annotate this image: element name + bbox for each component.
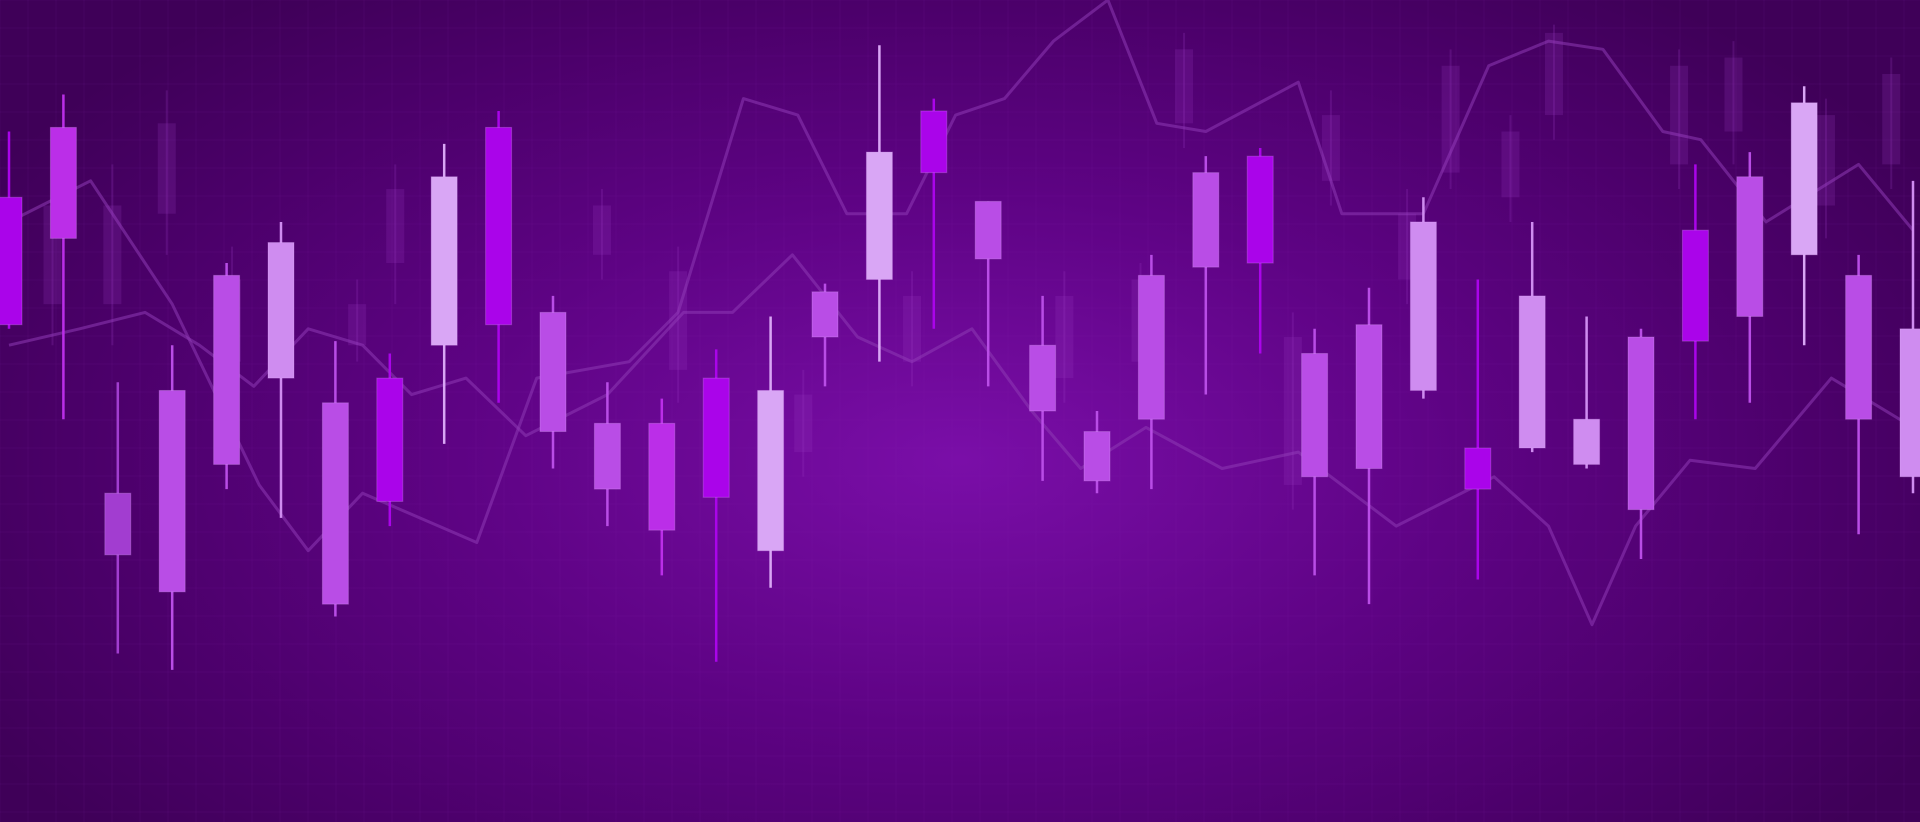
candle-body bbox=[811, 291, 839, 338]
candle-body bbox=[1518, 295, 1546, 449]
background-candle-body bbox=[1441, 65, 1460, 173]
candle-body bbox=[1899, 328, 1920, 478]
candle-body bbox=[1355, 324, 1383, 470]
background-candle-body bbox=[1724, 57, 1743, 132]
background-candle-body bbox=[669, 271, 688, 370]
candle-body bbox=[865, 151, 893, 280]
background-candle-body bbox=[1501, 131, 1520, 198]
background-candle-body bbox=[1882, 73, 1901, 165]
background-candles bbox=[43, 24, 1901, 510]
candle-body bbox=[267, 241, 295, 379]
candle-body bbox=[1464, 447, 1492, 490]
candle-body bbox=[376, 377, 404, 502]
candle-body bbox=[1083, 431, 1111, 482]
candle-body bbox=[539, 311, 567, 433]
candle-body bbox=[158, 389, 186, 593]
background-candle-body bbox=[903, 295, 922, 362]
candle-body bbox=[1192, 172, 1220, 268]
background-candle-body bbox=[592, 205, 611, 255]
candle-body bbox=[1681, 229, 1709, 342]
background-candle-body bbox=[1283, 337, 1302, 485]
background-candle-body bbox=[157, 123, 176, 214]
candle-body bbox=[648, 422, 676, 531]
background-candle-body bbox=[1544, 32, 1563, 116]
candle-body bbox=[1301, 352, 1329, 478]
candle-body bbox=[485, 126, 513, 326]
background-candle-body bbox=[103, 205, 122, 305]
background-candle-body bbox=[794, 394, 813, 453]
candle-body bbox=[49, 126, 77, 239]
candle-body bbox=[1409, 221, 1437, 391]
background-trend-line bbox=[8, 0, 1915, 553]
candle-body bbox=[920, 110, 948, 174]
candle-body bbox=[1029, 344, 1057, 412]
candle-body bbox=[1736, 176, 1764, 317]
candle-body bbox=[104, 492, 132, 556]
candle-body bbox=[1246, 155, 1274, 264]
candle-body bbox=[0, 196, 23, 326]
candle-body bbox=[430, 176, 458, 346]
background-candle-body bbox=[1670, 65, 1689, 165]
candle-body bbox=[1845, 274, 1873, 420]
background-candle-body bbox=[348, 304, 367, 346]
candle-body bbox=[321, 402, 349, 605]
candle-body bbox=[1573, 418, 1601, 465]
candles bbox=[0, 45, 1920, 670]
background-candle-body bbox=[1055, 295, 1074, 379]
background-candle-body bbox=[1816, 115, 1835, 206]
background-candle-body bbox=[386, 189, 405, 264]
background-trend-line bbox=[8, 253, 1914, 627]
background-candle-body bbox=[1321, 115, 1340, 181]
candle-body bbox=[702, 377, 730, 498]
candle-body bbox=[974, 200, 1002, 260]
candle-body bbox=[213, 274, 241, 465]
candle-body bbox=[1790, 102, 1818, 256]
candle-body bbox=[1137, 274, 1165, 420]
candle-body bbox=[593, 422, 621, 490]
candle-body bbox=[1627, 336, 1655, 511]
background-trend-lines bbox=[8, 0, 1915, 627]
candle-body bbox=[757, 389, 785, 552]
background-candle-body bbox=[1175, 49, 1194, 124]
